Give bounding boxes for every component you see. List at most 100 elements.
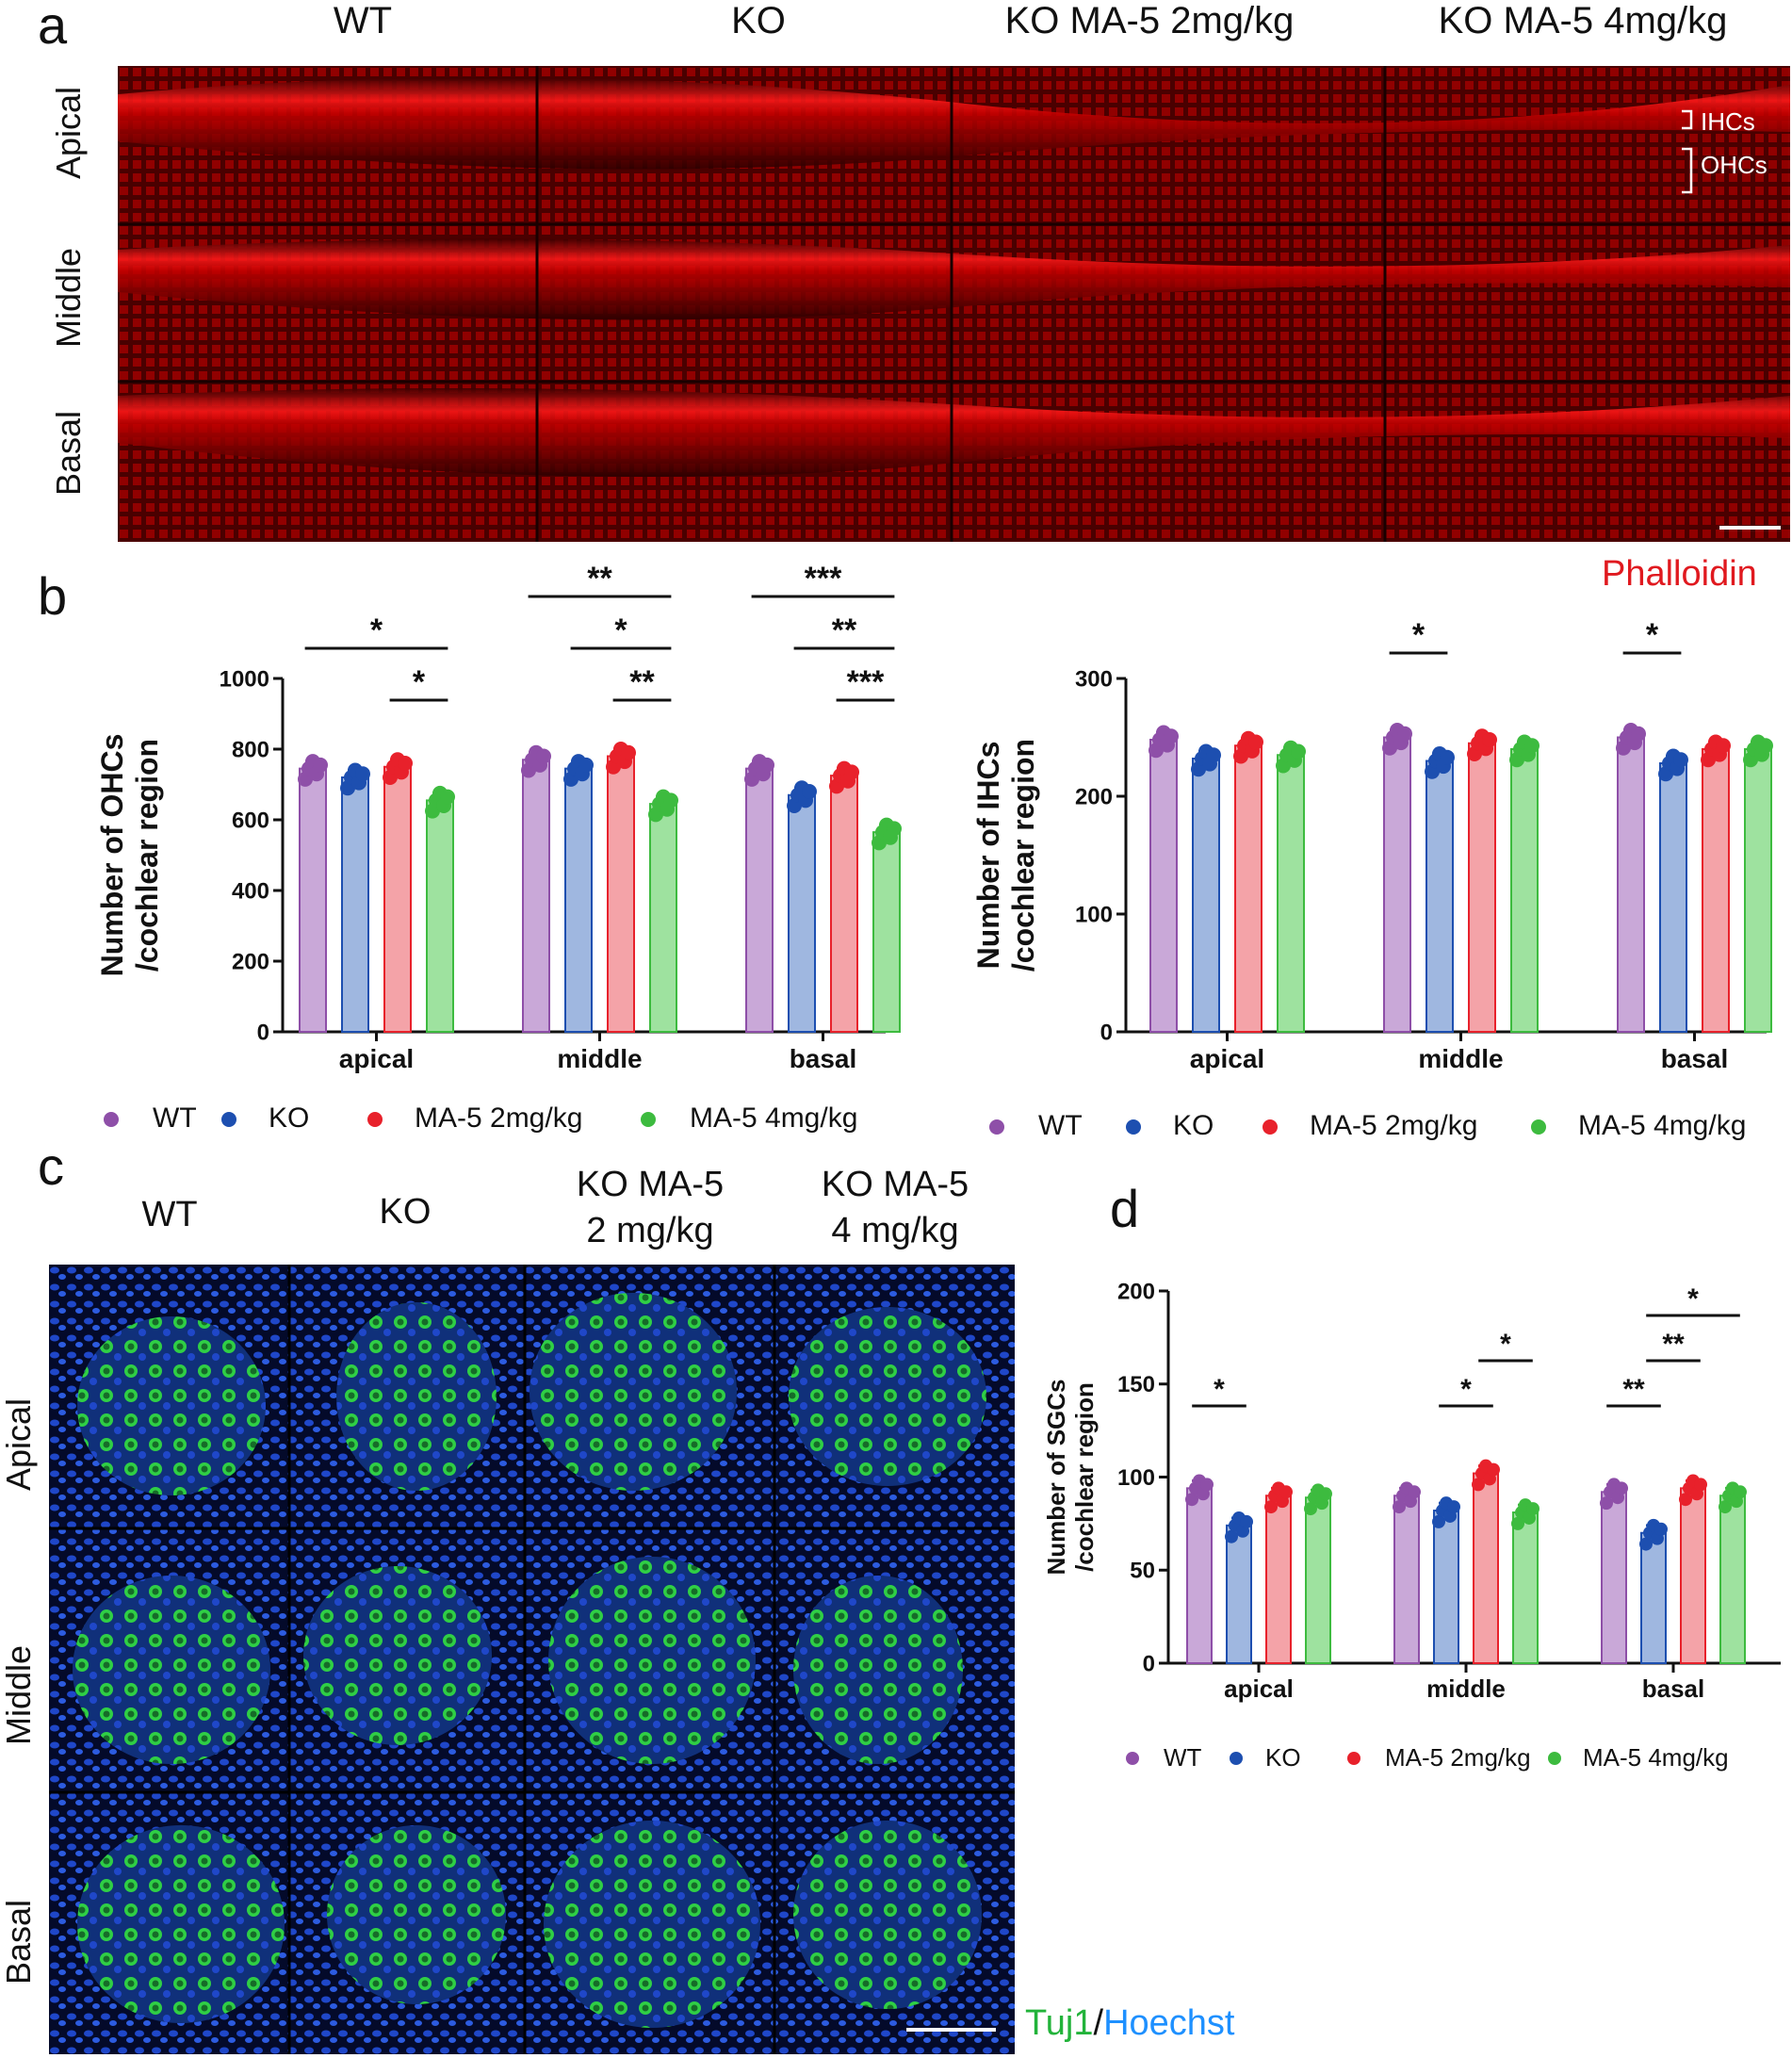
tuj1-label: Tuj1 — [1025, 2003, 1094, 2043]
bar — [1640, 1531, 1667, 1664]
tuj1-image-grid — [49, 1265, 1015, 2054]
bar — [1393, 1494, 1420, 1664]
data-point — [536, 748, 551, 764]
significance-label: ** — [1622, 1374, 1645, 1405]
bar — [1473, 1472, 1499, 1664]
ihc-legend: WT KO MA-5 2mg/kg MA-5 4mg/kg — [989, 1110, 1790, 1148]
legend-ma5-2-label: MA-5 2mg/kg — [1385, 1743, 1531, 1772]
legend-ma5-4-marker — [1531, 1119, 1546, 1135]
bar — [1744, 748, 1772, 1033]
data-point — [313, 757, 328, 773]
data-point — [1447, 1500, 1460, 1514]
significance-label: *** — [805, 565, 842, 596]
y-tick-label: 0 — [1143, 1651, 1155, 1676]
data-point — [1734, 1485, 1747, 1499]
data-point — [1279, 1485, 1293, 1499]
data-point — [1185, 1493, 1198, 1507]
significance-label: ** — [1662, 1329, 1685, 1360]
panel-a-col-ma5-4: KO MA-5 4mg/kg — [1438, 0, 1728, 41]
data-point — [887, 821, 902, 837]
panel-a-row-basal: Basal — [49, 410, 88, 497]
y-tick-label: 600 — [232, 808, 269, 833]
data-point — [663, 792, 678, 808]
data-point — [1694, 1478, 1707, 1492]
panel-c-row-basal: Basal — [0, 1899, 38, 1985]
tuj1-hoechst-label: Tuj1/Hoechst — [1025, 2003, 1234, 2044]
data-point — [1758, 738, 1773, 754]
bar — [1425, 760, 1454, 1033]
bar — [1510, 748, 1539, 1033]
data-point — [440, 789, 455, 805]
data-point — [1291, 743, 1306, 760]
data-point — [1304, 1502, 1317, 1516]
bar — [1265, 1494, 1292, 1664]
stain-separator: / — [1093, 2003, 1104, 2043]
data-point — [1264, 1500, 1278, 1514]
bar — [1305, 1496, 1331, 1664]
legend-ma5-2-marker — [1263, 1119, 1278, 1135]
bar — [607, 755, 635, 1033]
ihc-chart: 0 100 200 300 Number of IHCs/cochlear region… — [971, 617, 1773, 1073]
x-tick-label: middle — [1426, 1674, 1506, 1703]
y-axis-label: Number of SGCs — [1042, 1379, 1070, 1575]
panel-c-row-apical: Apical — [0, 1397, 38, 1492]
data-point — [1524, 738, 1539, 754]
y-tick-label: 200 — [232, 949, 269, 974]
y-axis-label: /cochlear region — [1006, 739, 1040, 972]
data-point — [1164, 728, 1179, 744]
data-point — [621, 744, 636, 760]
data-point — [1615, 1481, 1628, 1495]
y-tick-label: 200 — [1117, 1279, 1155, 1304]
legend-ma5-2-label: MA-5 2mg/kg — [415, 1102, 583, 1134]
significance-label: * — [1214, 1374, 1225, 1405]
bar — [522, 759, 550, 1033]
bar — [1234, 744, 1263, 1033]
data-point — [1482, 732, 1497, 747]
legend-ko-label: KO — [269, 1102, 310, 1134]
x-tick-label: basal — [790, 1044, 857, 1073]
bar — [426, 799, 454, 1033]
y-tick-label: 0 — [1100, 1020, 1113, 1045]
ohc-legend: WT KO MA-5 2mg/kg MA-5 4mg/kg — [104, 1102, 923, 1140]
panel-c-row-middle: Middle — [0, 1644, 38, 1746]
y-axis-label: Number of OHCs — [95, 734, 129, 977]
legend-ma5-4-marker — [641, 1112, 656, 1127]
phalloidin-image-grid — [118, 66, 1790, 542]
x-tick-label: apical — [1190, 1044, 1264, 1073]
tuj1-image — [49, 1265, 1015, 2054]
x-tick-label: apical — [339, 1044, 414, 1073]
data-point — [1631, 726, 1646, 742]
sgc-legend: WT KO MA-5 2mg/kg MA-5 4mg/kg — [1126, 1743, 1785, 1781]
ihcs-annotation: IHCs — [1701, 107, 1755, 136]
ohc-chart: 0 200 400 600 800 1000 Number of OHCs/cochlear… — [95, 565, 902, 1073]
bar — [830, 775, 858, 1033]
panel-d-letter: d — [1110, 1179, 1140, 1238]
bar — [1192, 758, 1220, 1033]
y-tick-label: 150 — [1117, 1372, 1155, 1397]
legend-wt-label: WT — [1164, 1743, 1202, 1772]
data-point — [1600, 1496, 1613, 1511]
panel-c-col-ko: KO — [379, 1192, 432, 1232]
data-point — [1408, 1485, 1421, 1499]
significance-label: * — [1646, 617, 1659, 653]
ohcs-annotation: OHCs — [1701, 151, 1768, 179]
data-point — [1526, 1502, 1539, 1516]
bar — [649, 803, 677, 1033]
data-point — [759, 757, 774, 773]
panel-c-col-wt: WT — [141, 1195, 198, 1234]
y-tick-label: 200 — [1075, 784, 1113, 809]
legend-ko-marker — [221, 1112, 236, 1127]
panel-b-letter: b — [38, 566, 68, 626]
legend-ko-marker — [1126, 1119, 1141, 1135]
data-point — [1240, 1514, 1253, 1528]
legend-ma5-4-marker — [1548, 1752, 1561, 1765]
x-tick-label: middle — [1418, 1044, 1503, 1073]
panel-a-col-ko: KO — [731, 0, 786, 41]
bar — [564, 767, 593, 1033]
panel-c-letter: c — [38, 1136, 64, 1196]
data-point — [1248, 734, 1263, 750]
panel-c-col-ma5-2: KO MA-5 — [576, 1165, 725, 1204]
bar — [1702, 748, 1730, 1033]
phalloidin-label: Phalloidin — [1602, 554, 1757, 594]
bar — [299, 767, 327, 1033]
